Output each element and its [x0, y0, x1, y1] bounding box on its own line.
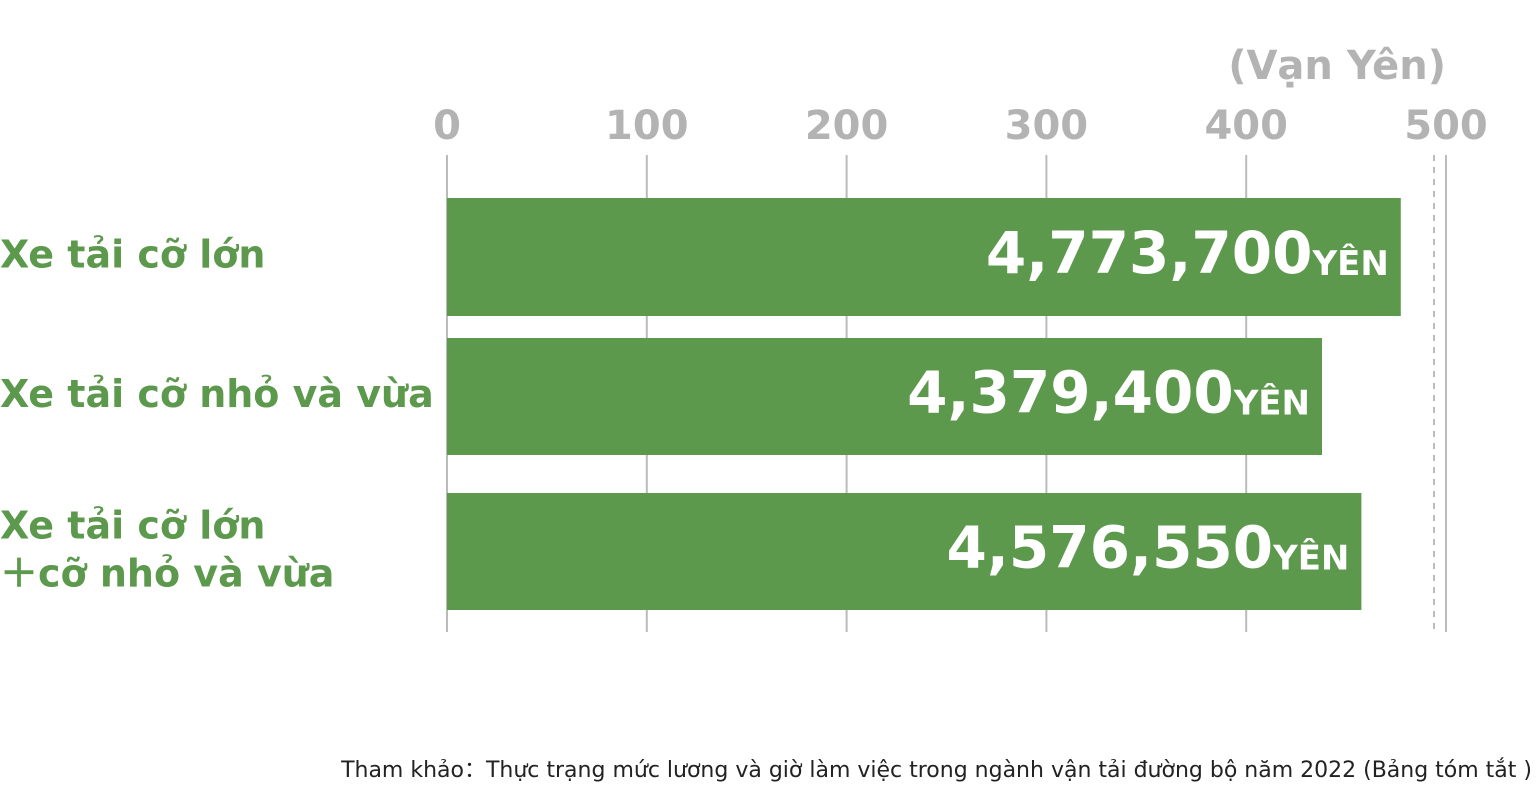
- x-tick-label: 400: [1204, 103, 1288, 149]
- x-tick-label: 300: [1005, 103, 1089, 149]
- axis-unit: (Vạn Yên): [1228, 43, 1446, 89]
- value-label: 4,773,700YÊN: [986, 219, 1389, 287]
- source-note: Tham khảo：Thực trạng mức lương và giờ là…: [340, 758, 1532, 783]
- x-tick-label: 500: [1404, 103, 1488, 149]
- category-label: Xe tải cỡ lớn ＋cỡ nhỏ và vừa: [0, 503, 334, 595]
- x-tick-label: 100: [605, 103, 689, 149]
- category-label: Xe tải cỡ nhỏ và vừa: [0, 372, 434, 416]
- value-label: 4,576,550YÊN: [947, 514, 1350, 582]
- bar: [447, 198, 1401, 316]
- x-tick-label: 0: [433, 103, 461, 149]
- x-tick-label: 200: [805, 103, 889, 149]
- value-label: 4,379,400YÊN: [907, 359, 1310, 427]
- category-label: Xe tải cỡ lớn: [0, 233, 265, 277]
- bar: [447, 493, 1362, 610]
- bar: [447, 338, 1323, 455]
